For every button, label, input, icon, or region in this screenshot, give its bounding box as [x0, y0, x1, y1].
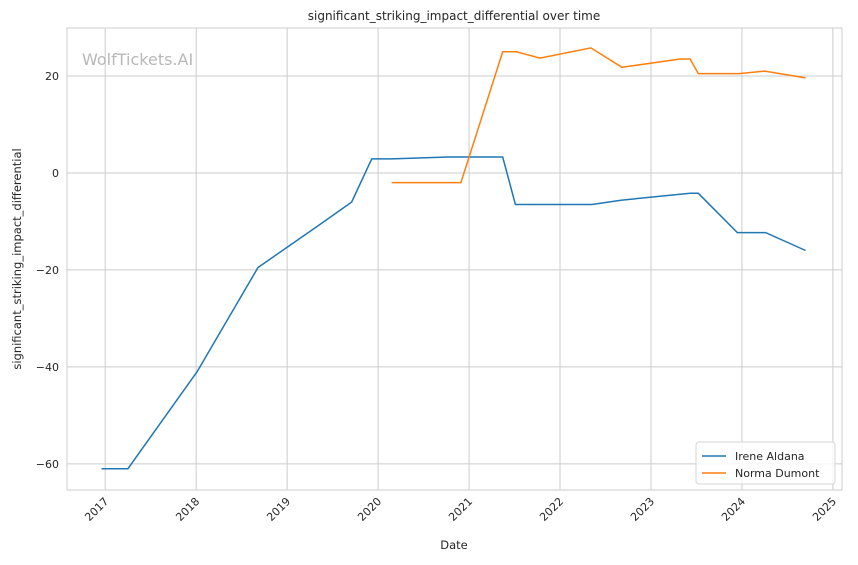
x-tick-label: 2023	[628, 495, 657, 524]
x-tick-label: 2017	[82, 495, 111, 524]
y-tick-label: −60	[36, 458, 59, 471]
series-line-norma-dumont	[391, 47, 806, 184]
x-tick-label: 2019	[264, 495, 293, 524]
y-axis-label: significant_striking_impact_differential	[10, 148, 24, 369]
plot-frame	[66, 27, 843, 491]
watermark: WolfTickets.AI	[82, 50, 193, 69]
x-tick-label: 2024	[719, 495, 748, 524]
y-tick-label: 0	[52, 167, 59, 180]
x-tick-label: 2021	[446, 495, 475, 524]
legend-label: Irene Aldana	[735, 450, 805, 463]
legend: Irene Aldana Norma Dumont	[695, 441, 836, 485]
y-tick-label: −20	[36, 264, 59, 277]
x-axis-label: Date	[440, 538, 468, 552]
y-tick-label: −40	[36, 361, 59, 374]
x-tick-label: 2025	[810, 495, 839, 524]
x-tick-label: 2022	[537, 495, 566, 524]
y-tick-label: 20	[45, 70, 59, 83]
legend-label: Norma Dumont	[735, 467, 820, 480]
x-tick-label: 2018	[173, 495, 202, 524]
series-line-irene-aldana	[101, 156, 806, 470]
chart-title: significant_striking_impact_differential…	[308, 9, 600, 23]
x-tick-label: 2020	[355, 495, 384, 524]
